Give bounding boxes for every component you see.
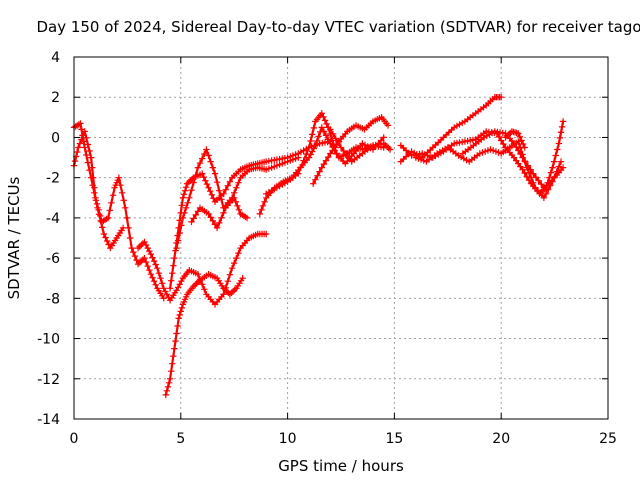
y-tick-label: 2 <box>51 90 60 106</box>
plus-markers <box>459 128 567 191</box>
x-tick-label: 10 <box>279 431 297 447</box>
plus-markers <box>412 138 565 201</box>
x-tick-labels: 0 5 10 15 20 25 <box>70 431 617 447</box>
chart-title: Day 150 of 2024, Sidereal Day-to-day VTE… <box>36 18 640 36</box>
series-track-14 <box>412 138 565 201</box>
y-tick-label: -8 <box>46 291 60 307</box>
plus-markers <box>327 126 394 165</box>
series-track-3 <box>134 230 270 308</box>
x-tick-label: 0 <box>70 431 79 447</box>
x-tick-label: 5 <box>176 431 185 447</box>
y-tick-labels: 4 2 0 -2 -4 -6 -8 -10 -12 -14 <box>37 50 60 428</box>
plus-markers <box>502 128 528 151</box>
series-track-7 <box>188 194 251 232</box>
y-tick-label: 0 <box>51 130 60 146</box>
y-tick-label: -2 <box>46 171 60 187</box>
x-axis-label: GPS time / hours <box>278 457 404 475</box>
series-track-10 <box>310 114 392 187</box>
x-tick-label: 25 <box>599 431 617 447</box>
plus-markers <box>134 230 270 308</box>
plus-markers <box>188 194 251 232</box>
plot-frame <box>73 56 609 420</box>
plus-markers <box>162 271 246 399</box>
y-tick-label: -6 <box>46 251 60 267</box>
y-tick-label: -4 <box>46 211 60 227</box>
grid <box>74 57 608 419</box>
x-tick-label: 15 <box>385 431 403 447</box>
series-track-4 <box>162 271 246 399</box>
series-track-16 <box>502 128 528 151</box>
y-tick-label: 4 <box>51 50 60 66</box>
y-tick-label: -14 <box>37 412 60 428</box>
axis-ticks <box>73 56 609 420</box>
y-axis-label: SDTVAR / TECUs <box>5 176 23 299</box>
series-track-6 <box>173 146 302 252</box>
y-tick-label: -12 <box>37 372 60 388</box>
x-tick-label: 20 <box>492 431 510 447</box>
series-track-11 <box>327 126 394 165</box>
y-tick-label: -10 <box>37 332 60 348</box>
plus-markers <box>173 146 302 252</box>
series-track-15 <box>459 128 567 191</box>
data-series <box>70 94 567 399</box>
series-track-1 <box>70 128 167 302</box>
